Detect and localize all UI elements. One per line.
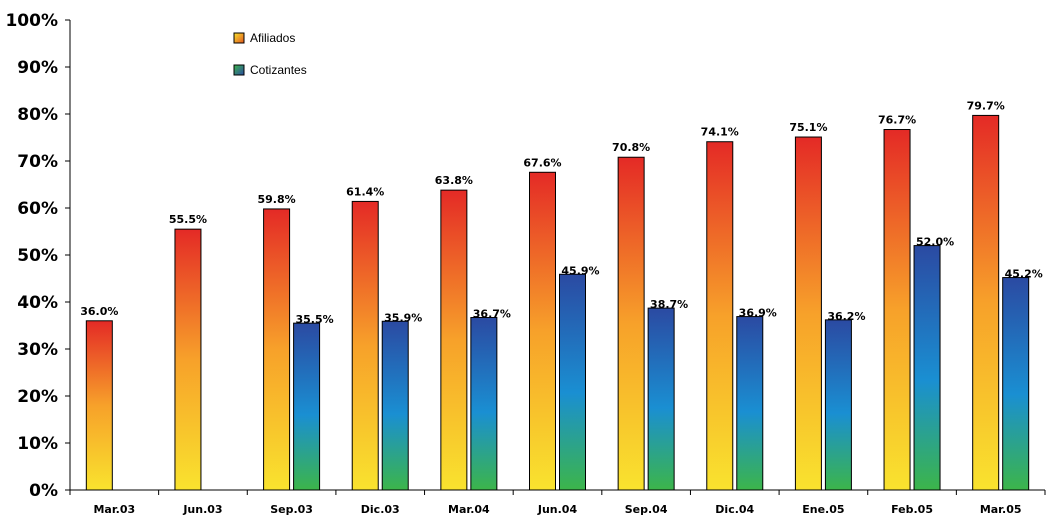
data-label-afiliados: 36.0% xyxy=(80,305,118,318)
bar-afiliados xyxy=(529,171,556,491)
y-tick-label: 30% xyxy=(17,340,58,360)
x-tick-label: Feb.05 xyxy=(891,503,933,516)
legend-label-afiliados: Afiliados xyxy=(250,31,295,45)
data-label-afiliados: 61.4% xyxy=(346,185,384,198)
bar-afiliados xyxy=(794,136,822,491)
data-label-afiliados: 67.6% xyxy=(523,156,561,169)
y-tick-label: 40% xyxy=(17,293,58,313)
data-label-cotizantes: 36.2% xyxy=(827,310,865,323)
bar-cotizantes xyxy=(824,319,852,491)
data-label-cotizantes: 45.2% xyxy=(1005,268,1043,281)
bar-afiliados xyxy=(617,156,645,491)
legend-item-afiliados: Afiliados xyxy=(233,31,295,45)
bar-cotizantes xyxy=(293,322,321,491)
data-label-cotizantes: 45.9% xyxy=(561,264,599,277)
data-label-afiliados: 76.7% xyxy=(878,114,916,127)
bar-afiliados xyxy=(85,320,113,491)
x-tick-label: Jun.03 xyxy=(182,503,222,516)
x-tick-label: Sep.03 xyxy=(270,503,313,516)
x-tick-label: Mar.05 xyxy=(980,503,1022,516)
bar-afiliados xyxy=(706,141,734,491)
bar-cotizantes xyxy=(470,317,498,491)
y-tick-label: 70% xyxy=(17,152,58,172)
x-tick-label: Mar.03 xyxy=(93,503,135,516)
x-tick-label: Dic.04 xyxy=(715,503,754,516)
bar-afiliados xyxy=(972,114,1000,491)
bar-cotizantes xyxy=(736,316,764,491)
bar-afiliados xyxy=(174,228,202,491)
y-tick-label: 100% xyxy=(5,11,58,31)
data-label-cotizantes: 52.0% xyxy=(916,236,954,249)
y-axis-ticks: 0% 10% 20% 30% 40% 50% 60% 70% 80% 90% 100% xyxy=(5,11,70,501)
y-tick-label: 60% xyxy=(17,199,58,219)
bar-cotizantes xyxy=(1002,277,1030,491)
data-label-afiliados: 55.5% xyxy=(169,213,207,226)
y-tick-label: 10% xyxy=(17,434,58,454)
bar-cotizantes xyxy=(913,245,941,491)
legend: Afiliados Cotizantes xyxy=(233,31,307,77)
data-label-afiliados: 70.8% xyxy=(612,141,650,154)
y-tick-label: 80% xyxy=(17,105,58,125)
bar-afiliados xyxy=(263,208,291,491)
data-label-cotizantes: 38.7% xyxy=(650,298,688,311)
legend-swatch-cotizantes xyxy=(233,64,245,76)
y-tick-label: 20% xyxy=(17,387,58,407)
x-tick-label: Mar.04 xyxy=(448,503,490,516)
bars xyxy=(85,114,1030,491)
data-label-afiliados: 74.1% xyxy=(701,126,739,139)
data-labels: 36.0% 55.5% 59.8% 35.5% 61.4% 35.9% 63.8% 36.7%… xyxy=(80,99,1043,326)
y-tick-label: 50% xyxy=(17,246,58,266)
x-tick-label: Ene.05 xyxy=(802,503,844,516)
data-label-afiliados: 63.8% xyxy=(435,174,473,187)
legend-label-cotizantes: Cotizantes xyxy=(250,63,307,77)
x-tick-label: Jun.04 xyxy=(537,503,578,516)
data-label-cotizantes: 36.7% xyxy=(473,308,511,321)
data-label-cotizantes: 36.9% xyxy=(739,307,777,320)
x-tick-label: Dic.03 xyxy=(361,503,400,516)
y-tick-label: 90% xyxy=(17,58,58,78)
x-tick-label: Sep.04 xyxy=(625,503,668,516)
data-label-cotizantes: 35.5% xyxy=(296,313,334,326)
legend-swatch-afiliados xyxy=(233,32,245,44)
legend-item-cotizantes: Cotizantes xyxy=(233,63,307,77)
data-label-cotizantes: 35.9% xyxy=(384,311,422,324)
bar-cotizantes xyxy=(647,307,675,491)
bar-afiliados xyxy=(883,129,911,491)
bar-cotizantes xyxy=(381,320,409,491)
data-label-afiliados: 75.1% xyxy=(789,121,827,134)
x-axis-ticks: Mar.03 Jun.03 Sep.03 Dic.03 Mar.04 Jun.04 Sep.… xyxy=(69,490,1046,516)
data-label-afiliados: 79.7% xyxy=(967,99,1005,112)
y-tick-label: 0% xyxy=(29,481,58,501)
bar-afiliados xyxy=(440,189,468,491)
bar-afiliados xyxy=(351,200,379,491)
bar-cotizantes xyxy=(559,273,586,491)
data-label-afiliados: 59.8% xyxy=(258,193,296,206)
